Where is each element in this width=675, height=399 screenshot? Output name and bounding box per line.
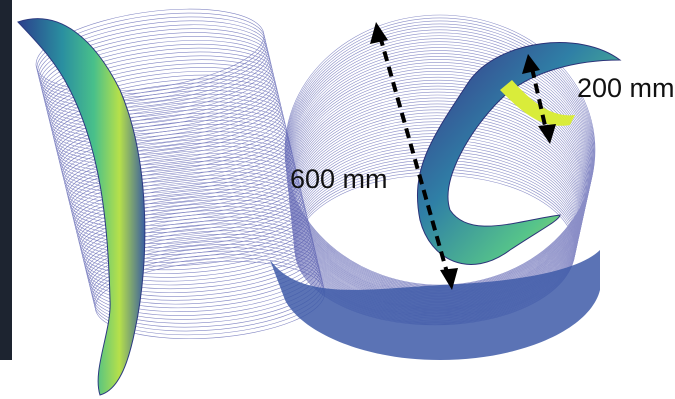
height-label: 600 mm xyxy=(290,164,388,194)
arrow-head xyxy=(370,22,388,44)
width-label: 200 mm xyxy=(577,73,675,103)
scene: 600 mm 200 mm xyxy=(0,0,675,399)
side-strip xyxy=(0,0,12,360)
